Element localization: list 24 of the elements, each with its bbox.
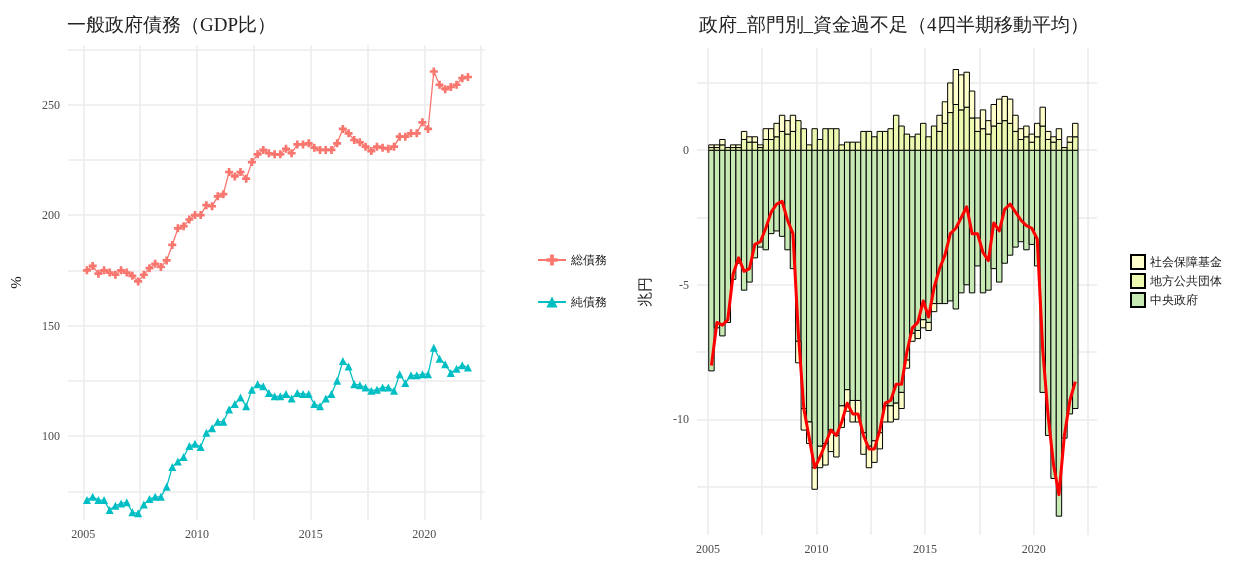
x-tick-label: 2005 (695, 542, 720, 556)
y-tick-label: 150 (42, 318, 60, 333)
y-tick-label: -5 (679, 277, 689, 292)
x-tick-label: 2020 (412, 527, 437, 541)
legend-label: 社会保障基金 (1150, 255, 1222, 269)
x-tick-label: 2005 (71, 527, 96, 541)
x-tick-label: 2010 (804, 542, 829, 556)
y-tick-label: -10 (673, 412, 689, 427)
y-axis-title: % (7, 276, 24, 289)
legend-label: 地方公共団体 (1149, 274, 1222, 288)
y-tick-label: 200 (42, 208, 60, 223)
x-tick-label: 2015 (298, 527, 323, 541)
x-tick-label: 2015 (913, 542, 938, 556)
x-tick-label: 2010 (184, 527, 209, 541)
legend-label: 総債務 (570, 253, 607, 267)
legend-label: 純債務 (571, 295, 607, 309)
y-tick-label: 0 (683, 143, 689, 158)
chart-title: 政府_部門別_資金過不足（4四半期移動平均） (699, 14, 1089, 35)
y-tick-label: 250 (42, 97, 60, 112)
legend-label: 中央政府 (1150, 293, 1198, 307)
chart-title: 一般政府債務（GDP比） (67, 14, 277, 35)
y-axis-title: 兆円 (636, 276, 653, 307)
x-tick-label: 2020 (1021, 542, 1046, 556)
y-tick-label: 100 (42, 429, 60, 444)
